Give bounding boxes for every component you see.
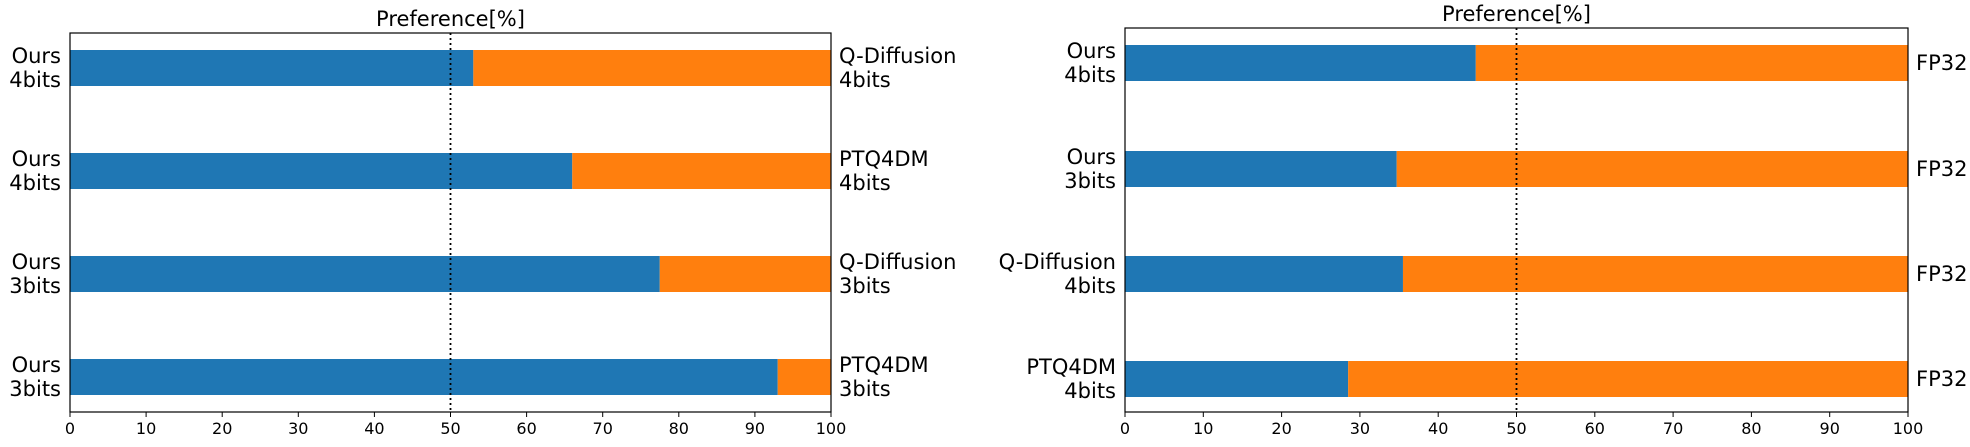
bar-right-segment (572, 153, 831, 189)
bar-left-segment (70, 359, 778, 395)
right-label: PTQ4DM 4bits (839, 147, 929, 195)
chart-panel-2: Ours 4bits FP32 Ours 3bits FP32 Q-Diffusion 4bi… (999, 2, 1968, 438)
right-label: FP32 (1916, 51, 1967, 75)
bar-left-segment (70, 50, 474, 86)
x-tick-label: 50 (1506, 419, 1526, 438)
x-tick-label: 50 (440, 419, 460, 438)
bar-left-segment (1125, 151, 1397, 187)
left-label: Ours 4bits (9, 44, 61, 92)
x-tick-label: 80 (669, 419, 689, 438)
right-label: FP32 (1916, 157, 1967, 181)
x-tick-label: 20 (1271, 419, 1291, 438)
x-tick-label: 80 (1741, 419, 1761, 438)
bar-right-segment (1402, 256, 1908, 292)
chart-title: Preference[%] (376, 7, 525, 31)
chart-title: Preference[%] (1442, 2, 1591, 26)
x-tick-label: 90 (1820, 419, 1840, 438)
x-tick-label: 70 (1663, 419, 1683, 438)
bar-right-segment (659, 256, 831, 292)
x-tick-label: 30 (288, 419, 308, 438)
bar-right-segment (1475, 45, 1908, 81)
x-tick-label: 0 (65, 419, 75, 438)
x-tick-label: 60 (1585, 419, 1605, 438)
x-tick-label: 20 (212, 419, 232, 438)
bar-right-segment (473, 50, 831, 86)
x-tick-label: 0 (1120, 419, 1130, 438)
x-tick-label: 60 (516, 419, 536, 438)
chart-panel-1: Ours 4bits Q-Diffusion 4bits Ours 4bits PTQ4DM… (9, 7, 956, 438)
x-tick-label: 10 (1193, 419, 1213, 438)
left-label: Q-Diffusion 4bits (999, 250, 1116, 298)
x-tick-label: 100 (816, 419, 847, 438)
bar-left-segment (1125, 361, 1349, 397)
left-label: PTQ4DM 4bits (1026, 355, 1116, 403)
x-tick-label: 10 (136, 419, 156, 438)
left-label: Ours 4bits (9, 147, 61, 195)
right-label: Q-Diffusion 4bits (839, 44, 956, 92)
bar-right-segment (1348, 361, 1908, 397)
bar-left-segment (70, 256, 660, 292)
x-tick-label: 90 (745, 419, 765, 438)
bar-left-segment (70, 153, 573, 189)
x-tick-label: 70 (593, 419, 613, 438)
left-label: Ours 3bits (9, 250, 61, 298)
right-label: FP32 (1916, 367, 1967, 391)
right-label: PTQ4DM 3bits (839, 353, 929, 401)
right-label: FP32 (1916, 262, 1967, 286)
bar-right-segment (1396, 151, 1908, 187)
left-label: Ours 4bits (1064, 39, 1116, 87)
x-tick-label: 40 (364, 419, 384, 438)
bar-right-segment (777, 359, 831, 395)
x-tick-label: 40 (1428, 419, 1448, 438)
left-label: Ours 3bits (9, 353, 61, 401)
x-tick-label: 30 (1350, 419, 1370, 438)
bar-left-segment (1125, 45, 1476, 81)
left-label: Ours 3bits (1064, 145, 1116, 193)
x-tick-label: 100 (1893, 419, 1924, 438)
right-label: Q-Diffusion 3bits (839, 250, 956, 298)
bar-left-segment (1125, 256, 1403, 292)
